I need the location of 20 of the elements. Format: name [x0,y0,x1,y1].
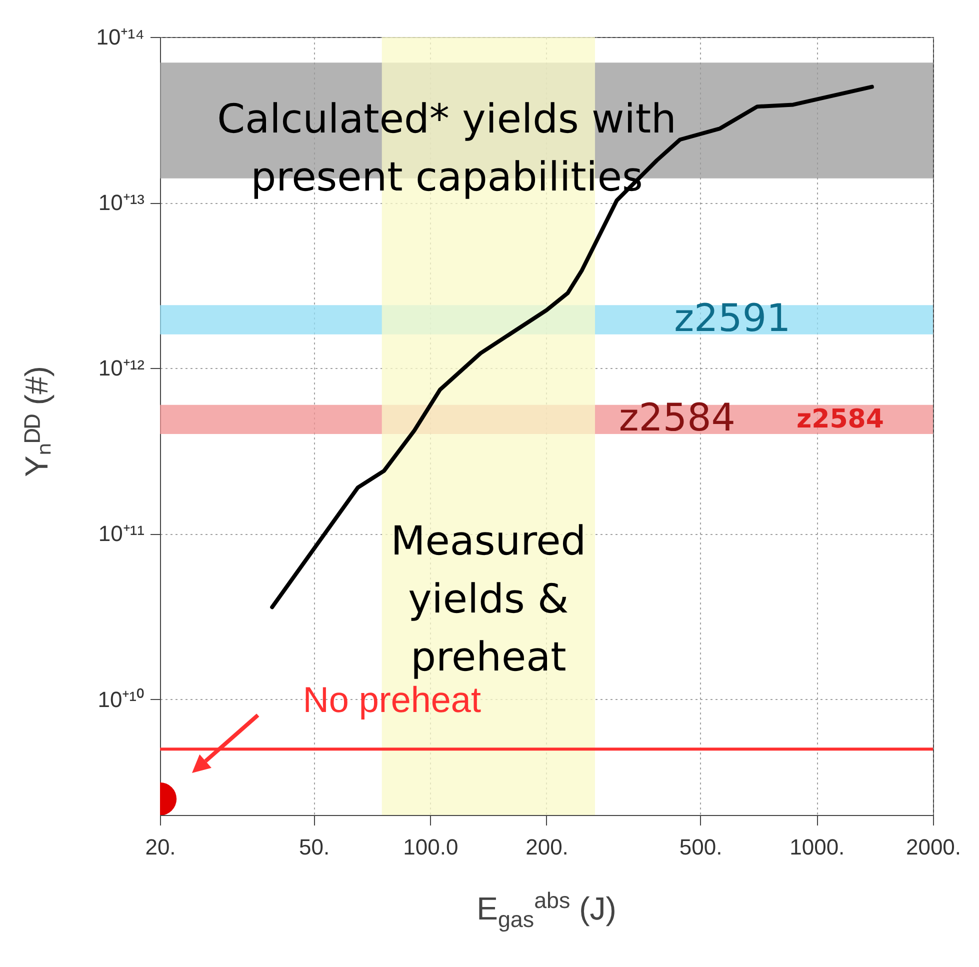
y-tick-label: 10⁺¹⁰ [98,686,144,712]
y-tick-label: 10⁺¹⁴ [96,24,144,50]
x-tick-label: 200. [526,834,568,860]
x-axis-title: E$_{gas}$$^{abs}$ (J) [476,888,618,934]
x-tick-label: 50. [299,834,330,860]
band-label: Measured yields & preheat [390,518,586,681]
y-tick-label: 10⁺¹² [98,356,144,381]
x-tick-label: 1000. [790,834,845,860]
y-tick-label: 10⁺¹¹ [98,521,144,546]
x-tick-label: 500. [679,834,722,860]
y-axis-title: Yₙᴰᴰ (#) [18,364,56,480]
x-tick-label: 2000. [906,834,962,860]
x-tick-label: 100.0 [403,834,458,860]
band-label: z2584 [618,395,736,440]
band-label: Calculated* yields with present capabilities [217,96,676,201]
annotation: z2584 [796,404,884,434]
band-label: z2591 [674,296,791,340]
x-tick-label: 20. [145,834,176,860]
y-tick-label: 10⁺¹³ [98,190,144,216]
ref-line-label: No preheat [302,679,481,720]
